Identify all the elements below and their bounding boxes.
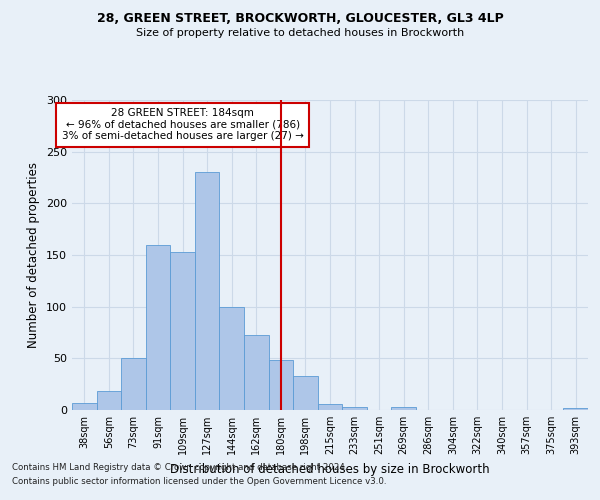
Text: Size of property relative to detached houses in Brockworth: Size of property relative to detached ho… — [136, 28, 464, 38]
Text: Contains public sector information licensed under the Open Government Licence v3: Contains public sector information licen… — [12, 478, 386, 486]
Bar — [146, 244, 170, 410]
Text: Contains HM Land Registry data © Crown copyright and database right 2024.: Contains HM Land Registry data © Crown c… — [12, 462, 347, 471]
Bar — [244, 334, 269, 410]
Bar — [391, 407, 416, 410]
Bar — [318, 404, 342, 410]
Bar — [342, 407, 367, 410]
Bar — [170, 252, 195, 410]
Text: 28 GREEN STREET: 184sqm
← 96% of detached houses are smaller (786)
3% of semi-de: 28 GREEN STREET: 184sqm ← 96% of detache… — [62, 108, 304, 142]
Bar — [121, 358, 146, 410]
Bar — [97, 392, 121, 410]
Bar — [563, 408, 588, 410]
Bar — [269, 360, 293, 410]
Text: 28, GREEN STREET, BROCKWORTH, GLOUCESTER, GL3 4LP: 28, GREEN STREET, BROCKWORTH, GLOUCESTER… — [97, 12, 503, 26]
Y-axis label: Number of detached properties: Number of detached properties — [28, 162, 40, 348]
Bar — [293, 376, 318, 410]
Bar — [220, 306, 244, 410]
X-axis label: Distribution of detached houses by size in Brockworth: Distribution of detached houses by size … — [170, 462, 490, 475]
Bar — [195, 172, 220, 410]
Bar — [72, 403, 97, 410]
